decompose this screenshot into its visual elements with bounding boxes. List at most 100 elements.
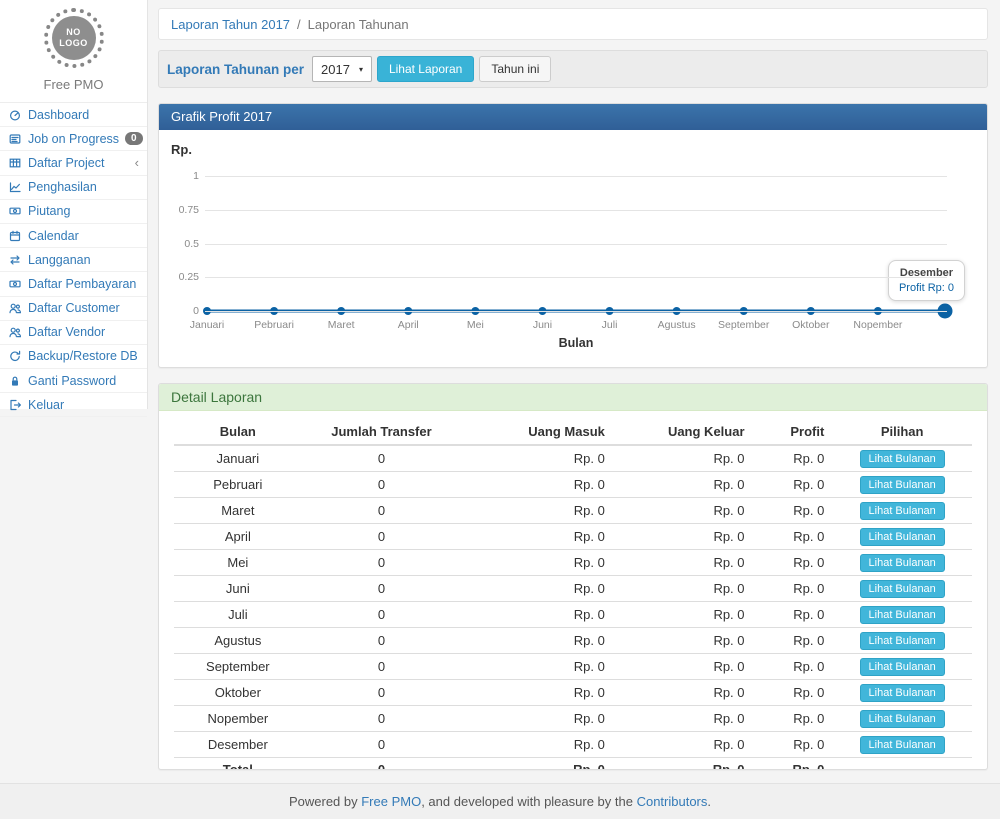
lihat-bulanan-button[interactable]: Lihat Bulanan — [860, 606, 945, 624]
contributors-link[interactable]: Contributors — [637, 794, 708, 809]
sidebar-item-label: Keluar — [28, 398, 64, 412]
table-cell: Rp. 0 — [753, 680, 833, 706]
chart-gridline — [205, 277, 947, 278]
table-cell: Rp. 0 — [461, 602, 613, 628]
table-cell: Juli — [174, 602, 302, 628]
lock-icon — [8, 375, 22, 387]
logo-text-line2: LOGO — [59, 38, 88, 49]
table-header-row: Bulan Jumlah Transfer Uang Masuk Uang Ke… — [174, 419, 972, 445]
sidebar-item-label: Backup/Restore DB — [28, 349, 138, 363]
table-action-cell: Lihat Bulanan — [832, 602, 972, 628]
lihat-bulanan-button[interactable]: Lihat Bulanan — [860, 632, 945, 650]
sidebar-item-job-on-progress[interactable]: Job on Progress 0 — [0, 127, 147, 151]
table-cell: April — [174, 524, 302, 550]
table-cell: Juni — [174, 576, 302, 602]
filter-label: Laporan Tahunan per — [167, 62, 304, 77]
calendar-icon — [8, 230, 22, 242]
table-cell: Rp. 0 — [461, 732, 613, 758]
report-panel-header: Detail Laporan — [159, 384, 987, 411]
year-select[interactable]: 2017 ▾ — [312, 56, 372, 82]
lihat-bulanan-button[interactable]: Lihat Bulanan — [860, 736, 945, 754]
logo-text-line1: NO — [66, 27, 81, 38]
table-cell: Rp. 0 — [613, 550, 753, 576]
table-cell: Rp. 0 — [613, 498, 753, 524]
table-action-cell: Lihat Bulanan — [832, 732, 972, 758]
main-content: Laporan Tahun 2017 / Laporan Tahunan Lap… — [158, 8, 988, 785]
lihat-bulanan-button[interactable]: Lihat Bulanan — [860, 502, 945, 520]
table-cell: Rp. 0 — [753, 576, 833, 602]
lihat-bulanan-button[interactable]: Lihat Bulanan — [860, 450, 945, 468]
sidebar-item-calendar[interactable]: Calendar — [0, 224, 147, 248]
brand-text: Free PMO — [0, 77, 147, 92]
table-cell: Agustus — [174, 628, 302, 654]
table-cell: Rp. 0 — [613, 602, 753, 628]
lihat-laporan-button[interactable]: Lihat Laporan — [377, 56, 474, 82]
sidebar-item-keluar[interactable]: Keluar — [0, 393, 147, 417]
table-cell: Rp. 0 — [461, 628, 613, 654]
sidebar-item-daftar-customer[interactable]: Daftar Customer — [0, 297, 147, 321]
sidebar-menu: Dashboard Job on Progress 0 Daftar Proje… — [0, 102, 147, 417]
table-cell: Rp. 0 — [461, 472, 613, 498]
footer: Powered by Free PMO, and developed with … — [0, 783, 1000, 819]
table-cell: Rp. 0 — [753, 654, 833, 680]
sidebar-item-daftar-pembayaran[interactable]: Daftar Pembayaran — [0, 272, 147, 296]
table-cell: 0 — [302, 550, 462, 576]
total-empty-cell — [832, 758, 972, 771]
total-transfer: 0 — [302, 758, 462, 771]
table-cell: Rp. 0 — [461, 445, 613, 472]
breadcrumb-current: Laporan Tahunan — [308, 17, 409, 32]
table-cell: 0 — [302, 628, 462, 654]
table-row: Nopember0Rp. 0Rp. 0Rp. 0Lihat Bulanan — [174, 706, 972, 732]
total-label: Total — [174, 758, 302, 771]
year-select-value: 2017 — [321, 62, 350, 77]
sidebar-item-daftar-vendor[interactable]: Daftar Vendor — [0, 321, 147, 345]
sidebar-item-daftar-project[interactable]: Daftar Project ‹ — [0, 151, 147, 175]
money-icon — [8, 278, 22, 290]
table-action-cell: Lihat Bulanan — [832, 628, 972, 654]
sidebar-item-label: Calendar — [28, 229, 79, 243]
table-cell: Rp. 0 — [461, 706, 613, 732]
table-cell: Rp. 0 — [613, 732, 753, 758]
table-cell: Rp. 0 — [753, 524, 833, 550]
table-total-row: Total 0 Rp. 0 Rp. 0 Rp. 0 — [174, 758, 972, 771]
caret-down-icon: ▾ — [359, 65, 363, 74]
table-row: Maret0Rp. 0Rp. 0Rp. 0Lihat Bulanan — [174, 498, 972, 524]
sidebar-item-label: Daftar Project — [28, 156, 104, 170]
table-cell: Rp. 0 — [753, 472, 833, 498]
line-chart-icon — [8, 181, 22, 193]
table-row: Oktober0Rp. 0Rp. 0Rp. 0Lihat Bulanan — [174, 680, 972, 706]
chart-gridline — [205, 244, 947, 245]
sidebar-item-label: Daftar Pembayaran — [28, 277, 136, 291]
chart-x-tick: Nopember — [833, 319, 923, 331]
sidebar-item-piutang[interactable]: Piutang — [0, 200, 147, 224]
sidebar-item-dashboard[interactable]: Dashboard — [0, 103, 147, 127]
app-root: NO LOGO Free PMO Dashboard Job on Progre… — [0, 0, 1000, 819]
lihat-bulanan-button[interactable]: Lihat Bulanan — [860, 658, 945, 676]
col-profit: Profit — [753, 419, 833, 445]
lihat-bulanan-button[interactable]: Lihat Bulanan — [860, 580, 945, 598]
lihat-bulanan-button[interactable]: Lihat Bulanan — [860, 684, 945, 702]
tahun-ini-button[interactable]: Tahun ini — [479, 56, 551, 82]
breadcrumb-link-laporan-tahun[interactable]: Laporan Tahun 2017 — [171, 17, 290, 32]
table-row: Mei0Rp. 0Rp. 0Rp. 0Lihat Bulanan — [174, 550, 972, 576]
table-cell: Rp. 0 — [753, 732, 833, 758]
sidebar-item-langganan[interactable]: Langganan — [0, 248, 147, 272]
lihat-bulanan-button[interactable]: Lihat Bulanan — [860, 528, 945, 546]
sidebar-item-backup-restore-db[interactable]: Backup/Restore DB — [0, 345, 147, 369]
lihat-bulanan-button[interactable]: Lihat Bulanan — [860, 476, 945, 494]
table-cell: Rp. 0 — [613, 706, 753, 732]
sidebar-item-penghasilan[interactable]: Penghasilan — [0, 176, 147, 200]
free-pmo-link[interactable]: Free PMO — [361, 794, 421, 809]
lihat-bulanan-button[interactable]: Lihat Bulanan — [860, 710, 945, 728]
table-cell: 0 — [302, 602, 462, 628]
table-row: April0Rp. 0Rp. 0Rp. 0Lihat Bulanan — [174, 524, 972, 550]
table-cell: Desember — [174, 732, 302, 758]
table-cell: Nopember — [174, 706, 302, 732]
lihat-bulanan-button[interactable]: Lihat Bulanan — [860, 554, 945, 572]
sidebar-item-ganti-password[interactable]: Ganti Password — [0, 369, 147, 393]
job-count-badge: 0 — [125, 132, 143, 145]
table-cell: Rp. 0 — [753, 498, 833, 524]
total-uang-keluar: Rp. 0 — [613, 758, 753, 771]
chart-y-tick: 0.25 — [159, 271, 199, 283]
table-cell: Rp. 0 — [613, 628, 753, 654]
